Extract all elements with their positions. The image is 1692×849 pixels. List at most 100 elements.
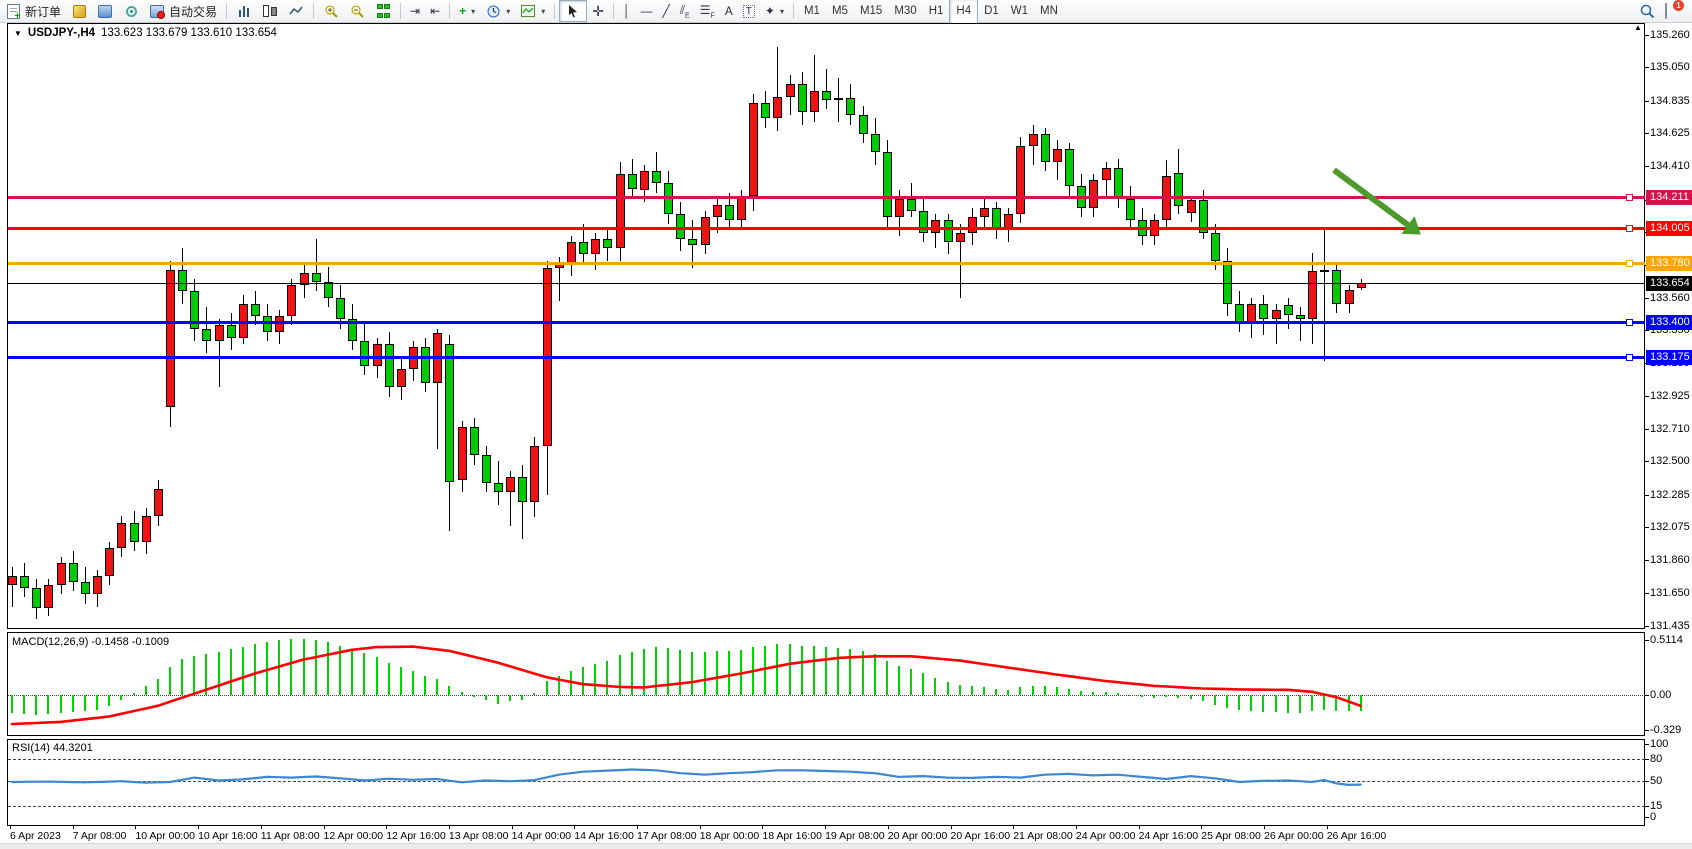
chart-shift-button[interactable]: ⇤ <box>425 1 445 21</box>
equidistant-channel-button[interactable]: ⫽E <box>675 1 695 21</box>
market-watch-button[interactable] <box>66 1 92 21</box>
candle-body <box>1283 305 1293 315</box>
price-tick-label: 132.710 <box>1650 423 1690 435</box>
macd-bar <box>1335 695 1338 712</box>
time-tick <box>448 825 450 829</box>
bar-chart-button[interactable] <box>231 1 257 21</box>
timeframe-W1[interactable]: W1 <box>1010 5 1029 17</box>
candle-body <box>396 368 406 388</box>
templates-button[interactable]: ▾ <box>515 1 550 21</box>
cursor-button[interactable] <box>559 0 588 22</box>
candle-body <box>117 523 127 548</box>
line-handle[interactable] <box>1626 318 1633 326</box>
fibonacci-button[interactable]: ☰F <box>695 1 720 21</box>
price-line-134.211[interactable] <box>8 195 1645 199</box>
candle-body <box>469 427 479 456</box>
chart-menu-arrow[interactable]: ▼ <box>14 28 22 38</box>
candle-body <box>1235 303 1245 323</box>
indicators-button[interactable]: + ▾ <box>454 1 480 21</box>
tile-windows-button[interactable] <box>370 1 396 21</box>
zoom-in-button[interactable] <box>318 1 344 21</box>
timeframe-M5[interactable]: M5 <box>831 5 848 17</box>
time-tick <box>637 825 638 829</box>
horizontal-line-button[interactable]: — <box>635 1 657 21</box>
auto-scroll-button[interactable]: ⇥ <box>405 1 425 21</box>
candle-body <box>1247 303 1257 323</box>
candle-wick <box>813 55 815 122</box>
macd-bar <box>788 644 791 695</box>
auto-scroll-icon: ⇥ <box>410 4 421 18</box>
new-order-icon: + <box>5 3 21 21</box>
candle-body <box>761 102 771 119</box>
price-line-133.654[interactable] <box>8 282 1645 284</box>
timeframe-M30[interactable]: M30 <box>894 5 917 17</box>
line-handle[interactable] <box>1626 193 1633 201</box>
macd-bar <box>460 691 463 695</box>
crosshair-button[interactable]: ✛ <box>587 1 609 21</box>
signals-button[interactable] <box>118 1 144 21</box>
new-order-button[interactable]: + 新订单 <box>0 1 66 21</box>
metaeditor-button[interactable] <box>92 1 118 21</box>
price-line-133.780[interactable] <box>8 262 1645 266</box>
line-handle[interactable] <box>1626 225 1633 233</box>
comments-button[interactable]: 1 <box>1660 0 1686 21</box>
timeframe-H4[interactable]: H4 <box>949 0 979 24</box>
price-line-133.175[interactable] <box>8 355 1645 359</box>
candle-body <box>238 303 248 338</box>
macd-bar <box>1359 695 1362 711</box>
timeframe-H1[interactable]: H1 <box>928 5 944 17</box>
candle-body <box>141 515 151 542</box>
new-order-label: 新订单 <box>25 4 62 19</box>
line-handle[interactable] <box>1626 260 1633 268</box>
candle-body <box>226 325 236 338</box>
macd-bar <box>667 647 670 695</box>
line-handle[interactable] <box>1626 353 1633 361</box>
periods-button[interactable]: ▾ <box>480 1 515 21</box>
timeframe-MN[interactable]: MN <box>1040 5 1058 17</box>
macd-bar <box>740 649 742 695</box>
zoom-out-button[interactable] <box>344 1 370 21</box>
vertical-line-button[interactable]: │ <box>618 1 636 21</box>
time-tick <box>1264 825 1265 829</box>
timeframe-M1[interactable]: M1 <box>803 5 820 17</box>
arrows-button[interactable]: ✦ ▾ <box>760 1 789 21</box>
line-chart-button[interactable] <box>283 1 309 21</box>
macd-bar <box>946 682 949 695</box>
macd-bar <box>1055 687 1058 695</box>
scale-arrow-icon[interactable]: ▲ <box>1634 23 1642 32</box>
price-tick <box>1645 527 1649 529</box>
search-button[interactable] <box>1634 1 1660 21</box>
rsi-panel[interactable] <box>7 739 1645 826</box>
rsi-scale-label: 15 <box>1650 800 1663 813</box>
candle-body <box>943 220 953 243</box>
time-tick <box>1201 825 1203 829</box>
candle-body <box>712 204 722 218</box>
macd-bar <box>448 686 451 695</box>
timeframe-M15[interactable]: M15 <box>859 5 883 17</box>
main-chart-panel[interactable] <box>7 23 1645 629</box>
date-label: 13 Apr 08:00 <box>448 830 509 842</box>
macd-bar <box>1128 695 1131 696</box>
text-label-button[interactable]: T <box>738 1 760 21</box>
candle-body <box>870 133 880 153</box>
trendline-button[interactable]: ╱ <box>657 1 674 21</box>
price-line-133.400[interactable] <box>8 320 1645 324</box>
candle-wick <box>1324 226 1326 361</box>
macd-bar <box>326 642 329 695</box>
rsi-scale-label: 0 <box>1650 811 1657 823</box>
macd-bar <box>83 695 86 712</box>
candle-body <box>311 272 321 283</box>
timeframe-D1[interactable]: D1 <box>984 5 999 17</box>
autotrading-button[interactable]: 自动交易 <box>144 1 222 21</box>
candle-body <box>639 170 649 190</box>
macd-bar <box>290 639 293 695</box>
macd-bar <box>1165 695 1168 698</box>
candle-wick <box>315 238 317 292</box>
text-button[interactable]: A <box>720 1 738 21</box>
chart-title: ▼ USDJPY-,H4 133.623 133.679 133.610 133… <box>14 27 277 39</box>
toolbar: + 新订单 自动交易 ⇥ ⇤ + ▾ ▾ ▾ ✛ │ — ╱ ⫽E ☰F A <box>0 0 1692 24</box>
candle-wick <box>510 470 512 527</box>
candlestick-chart-button[interactable] <box>257 1 283 21</box>
macd-bar <box>1153 695 1156 699</box>
price-line-134.005[interactable] <box>8 227 1645 231</box>
